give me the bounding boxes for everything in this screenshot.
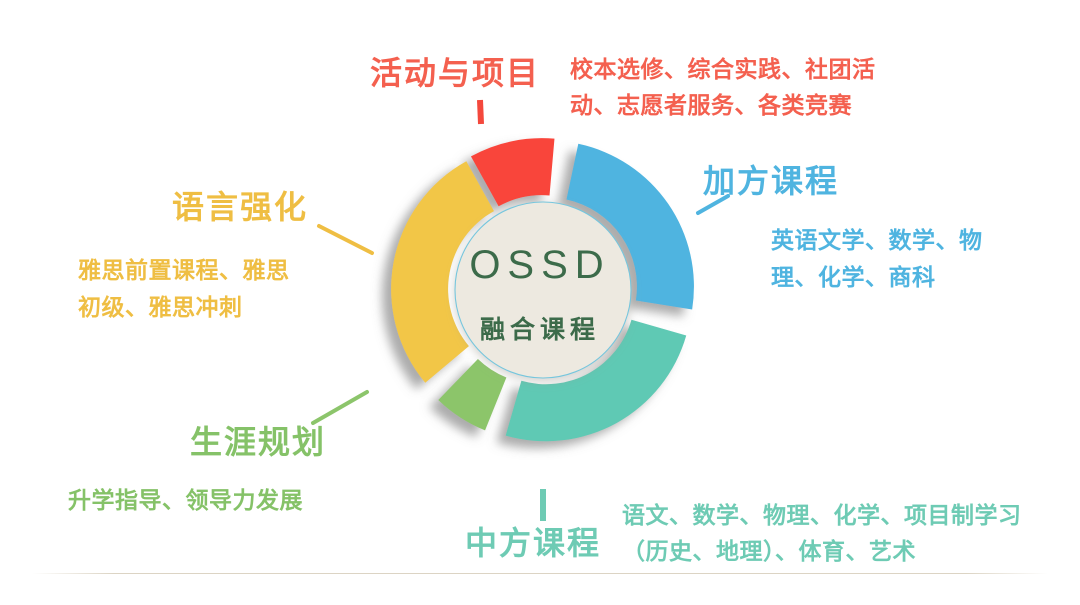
- donut-segments: [391, 138, 694, 442]
- center-disc: [454, 201, 632, 379]
- label-title-language[interactable]: 语言强化: [172, 189, 309, 225]
- label-desc-career: 升学指导、领导力发展: [68, 487, 303, 513]
- donut-segment-canada[interactable]: [566, 143, 694, 310]
- label-desc-canada: 英语文学、数学、物理、化学、商科: [771, 227, 983, 290]
- label-title-career[interactable]: 生涯规划: [190, 424, 327, 460]
- donut-segment-career[interactable]: [438, 359, 507, 431]
- label-desc-language: 雅思前置课程、雅思初级、雅思冲刺: [78, 257, 290, 320]
- bottom-divider: [32, 573, 1048, 574]
- label-title-activities[interactable]: 活动与项目: [370, 55, 541, 91]
- label-desc-activities: 校本选修、综合实践、社团活动、志愿者服务、各类竞赛: [570, 56, 876, 118]
- label-title-canada[interactable]: 加方课程: [703, 163, 840, 199]
- leader-line-language: [317, 224, 374, 255]
- donut-segment-language[interactable]: [391, 161, 494, 383]
- leader-line-canada: [696, 194, 730, 215]
- leader-line-career: [311, 390, 369, 425]
- donut-segment-china[interactable]: [505, 319, 687, 442]
- leader-line-activities: [477, 99, 484, 125]
- label-desc-china: 语文、数学、物理、化学、项目制学习（历史、地理）、体育、艺术: [622, 502, 1022, 564]
- center-subtitle: 融合课程: [479, 316, 600, 344]
- donut-segment-activities[interactable]: [470, 138, 555, 207]
- label-title-china[interactable]: 中方课程: [465, 525, 602, 561]
- center-acronym: OSSD: [469, 243, 611, 287]
